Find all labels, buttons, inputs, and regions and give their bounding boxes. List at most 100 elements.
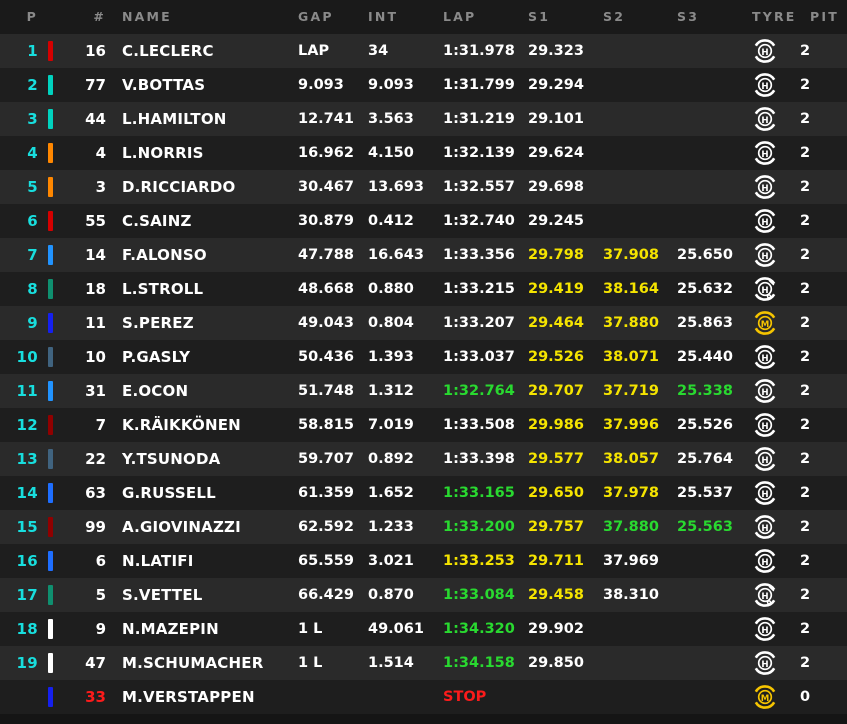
car-number: 7 xyxy=(95,416,106,434)
lap-time: 1:32.740 xyxy=(443,213,515,229)
sector-3-time: 25.632 xyxy=(677,281,733,297)
car-number: 44 xyxy=(85,110,106,128)
svg-text:M: M xyxy=(761,694,770,704)
team-colour-bar xyxy=(48,687,53,707)
sector-1-time: 29.850 xyxy=(528,655,584,671)
lap-time: 1:33.356 xyxy=(443,247,515,263)
hard-tyre-icon: H xyxy=(748,238,782,272)
pit-stop-count: 2 xyxy=(800,179,811,195)
table-row[interactable]: 16 6 N.LATIFI 65.559 3.021 1:33.253 29.711 37.9… xyxy=(0,544,847,578)
column-header-int: INT xyxy=(368,9,399,24)
sector-2-time: 38.164 xyxy=(603,281,659,297)
driver-position: 17 xyxy=(16,586,38,604)
interval: 7.019 xyxy=(368,417,414,433)
table-row[interactable]: 33 M.VERSTAPPEN STOP M 0 xyxy=(0,680,847,714)
hard-tyre-icon: H xyxy=(748,374,782,408)
interval: 0.804 xyxy=(368,315,414,331)
driver-position xyxy=(8,680,38,714)
sector-1-time: 29.902 xyxy=(528,621,584,637)
team-colour-bar xyxy=(48,313,53,333)
sector-1-time: 29.577 xyxy=(528,451,584,467)
pit-stop-count: 2 xyxy=(800,485,811,501)
table-row[interactable]: 12 7 K.RÄIKKÖNEN 58.815 7.019 1:33.508 29.986 3… xyxy=(0,408,847,442)
svg-text:H: H xyxy=(761,286,768,296)
svg-text:H: H xyxy=(761,524,768,534)
interval: 4.150 xyxy=(368,145,414,161)
table-row[interactable]: 6 55 C.SAINZ 30.879 0.412 1:32.740 29.245 H 2 xyxy=(0,204,847,238)
hard-tyre-icon: H xyxy=(748,170,782,204)
lap-time: 1:32.139 xyxy=(443,145,515,161)
driver-name: P.GASLY xyxy=(122,348,191,366)
driver-name: M.VERSTAPPEN xyxy=(122,688,255,706)
lap-time: 1:33.084 xyxy=(443,587,515,603)
table-row[interactable]: 13 22 Y.TSUNODA 59.707 0.892 1:33.398 29.577 38… xyxy=(0,442,847,476)
table-row[interactable]: 4 4 L.NORRIS 16.962 4.150 1:32.139 29.624 H 2 xyxy=(0,136,847,170)
svg-text:H: H xyxy=(761,592,768,602)
svg-text:H: H xyxy=(761,82,768,92)
column-header-s2: S2 xyxy=(603,9,626,24)
gap-to-leader: 51.748 xyxy=(298,383,354,399)
table-row[interactable]: 3 44 L.HAMILTON 12.741 3.563 1:31.219 29.101 H 2 xyxy=(0,102,847,136)
hard-tyre-icon: H xyxy=(748,204,782,238)
column-header-gap: GAP xyxy=(298,9,334,24)
sector-2-time: 37.996 xyxy=(603,417,659,433)
car-number: 9 xyxy=(95,620,106,638)
table-row[interactable]: 1 16 C.LECLERC LAP 34 1:31.978 29.323 H 2 xyxy=(0,34,847,68)
table-row[interactable]: 8 18 L.STROLL 48.668 0.880 1:33.215 29.419 38.1… xyxy=(0,272,847,306)
driver-name: E.OCON xyxy=(122,382,189,400)
driver-position: 14 xyxy=(16,484,38,502)
medium-tyre-icon: M xyxy=(748,306,782,340)
table-row[interactable]: 7 14 F.ALONSO 47.788 16.643 1:33.356 29.798 37.… xyxy=(0,238,847,272)
interval: 1.233 xyxy=(368,519,414,535)
sector-1-time: 29.650 xyxy=(528,485,584,501)
team-colour-bar xyxy=(48,653,53,673)
driver-name: S.VETTEL xyxy=(122,586,203,604)
interval: 49.061 xyxy=(368,621,424,637)
gap-to-leader: 50.436 xyxy=(298,349,354,365)
pit-stop-count: 2 xyxy=(800,213,811,229)
sector-3-time: 25.338 xyxy=(677,383,733,399)
pit-stop-count: 2 xyxy=(800,519,811,535)
driver-name: N.LATIFI xyxy=(122,552,194,570)
sector-1-time: 29.711 xyxy=(528,553,584,569)
table-row[interactable]: 2 77 V.BOTTAS 9.093 9.093 1:31.799 29.294 H 2 xyxy=(0,68,847,102)
sector-3-time: 25.764 xyxy=(677,451,733,467)
driver-name: F.ALONSO xyxy=(122,246,207,264)
hard-tyre-icon: H xyxy=(748,442,782,476)
team-colour-bar xyxy=(48,177,53,197)
table-row[interactable]: 9 11 S.PEREZ 49.043 0.804 1:33.207 29.464 37.88… xyxy=(0,306,847,340)
table-row[interactable]: 10 10 P.GASLY 50.436 1.393 1:33.037 29.526 38.0… xyxy=(0,340,847,374)
driver-name: D.RICCIARDO xyxy=(122,178,236,196)
sector-2-time: 37.880 xyxy=(603,519,659,535)
lap-time: 1:33.037 xyxy=(443,349,515,365)
driver-name: K.RÄIKKÖNEN xyxy=(122,416,241,434)
table-row[interactable]: 19 47 M.SCHUMACHER 1 L 1.514 1:34.158 29.850 H 2 xyxy=(0,646,847,680)
lap-time: 1:33.165 xyxy=(443,485,515,501)
table-row[interactable]: 17 5 S.VETTEL 66.429 0.870 1:33.084 29.458 38.3… xyxy=(0,578,847,612)
sector-1-time: 29.419 xyxy=(528,281,584,297)
pit-stop-count: 2 xyxy=(800,417,811,433)
svg-text:H: H xyxy=(761,150,768,160)
table-row[interactable]: 5 3 D.RICCIARDO 30.467 13.693 1:32.557 29.698 H… xyxy=(0,170,847,204)
sector-2-time: 37.978 xyxy=(603,485,659,501)
driver-position: 15 xyxy=(16,518,38,536)
team-colour-bar xyxy=(48,211,53,231)
gap-to-leader: 61.359 xyxy=(298,485,354,501)
lap-time: 1:33.398 xyxy=(443,451,515,467)
pit-stop-count: 2 xyxy=(800,655,811,671)
table-row[interactable]: 15 99 A.GIOVINAZZI 62.592 1.233 1:33.200 29.75… xyxy=(0,510,847,544)
sector-2-time: 37.969 xyxy=(603,553,659,569)
sector-1-time: 29.464 xyxy=(528,315,584,331)
team-colour-bar xyxy=(48,585,53,605)
driver-position: 8 xyxy=(27,280,38,298)
table-row[interactable]: 11 31 E.OCON 51.748 1.312 1:32.764 29.707 37.71… xyxy=(0,374,847,408)
interval: 0.892 xyxy=(368,451,414,467)
gap-to-leader: 48.668 xyxy=(298,281,354,297)
driver-name: C.LECLERC xyxy=(122,42,214,60)
driver-position: 3 xyxy=(27,110,38,128)
table-row[interactable]: 14 63 G.RUSSELL 61.359 1.652 1:33.165 29.650 37… xyxy=(0,476,847,510)
table-row[interactable]: 18 9 N.MAZEPIN 1 L 49.061 1:34.320 29.902 H 2 xyxy=(0,612,847,646)
driver-name: L.HAMILTON xyxy=(122,110,227,128)
lap-time: 1:31.799 xyxy=(443,77,515,93)
pit-stop-count: 2 xyxy=(800,451,811,467)
